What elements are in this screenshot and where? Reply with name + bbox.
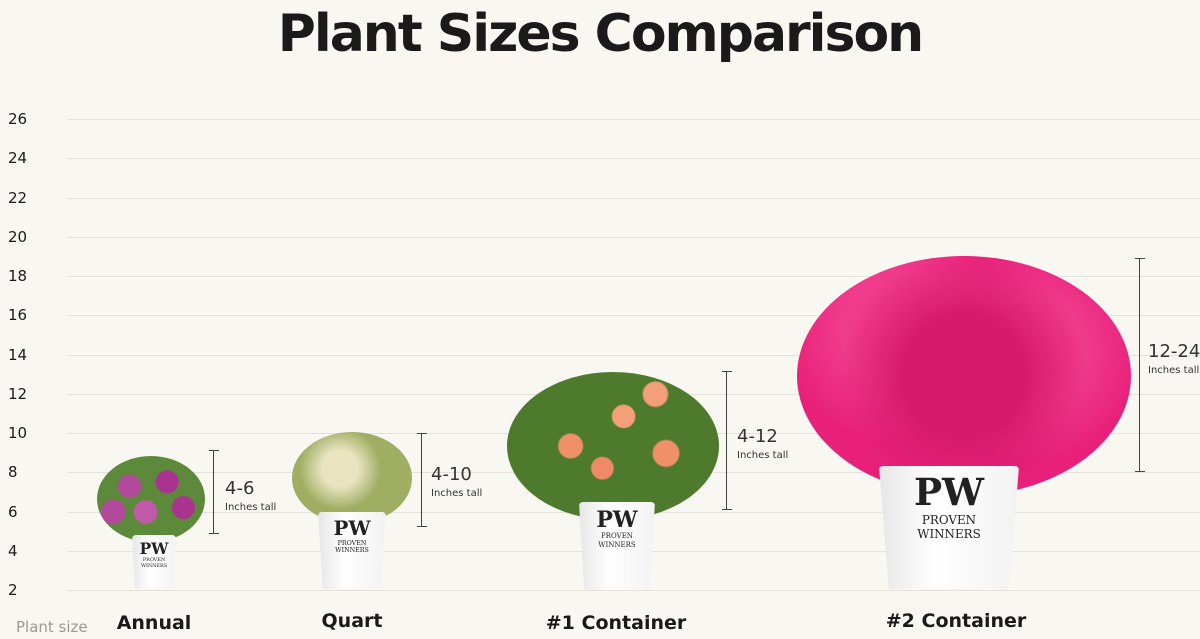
- gridline: [67, 119, 1200, 120]
- range-bracket-annual: [209, 450, 219, 534]
- category-label: #2 Container: [885, 610, 1027, 632]
- pot-brand-line: WINNERS: [917, 527, 981, 542]
- gridline: [67, 236, 1200, 238]
- container1-pot: PW PROVEN WINNERS: [579, 502, 655, 590]
- y-tick-label: 16: [8, 306, 28, 325]
- y-tick-label: 26: [8, 110, 28, 128]
- y-tick-label: 8: [8, 463, 18, 482]
- quart-foliage: [292, 432, 412, 524]
- range-unit: Inches tall: [1148, 365, 1200, 376]
- range-label: 4-6: [225, 478, 255, 499]
- y-tick-label: 20: [8, 227, 28, 246]
- quart-pot: PW PROVEN WINNERS: [318, 512, 386, 589]
- y-tick-label: 2: [8, 581, 18, 599]
- y-tick-label: 12: [8, 384, 28, 403]
- y-tick-label: 24: [8, 149, 28, 168]
- pot-brand-line: PROVEN: [337, 539, 367, 547]
- range-unit: Inches tall: [431, 488, 483, 499]
- gridline: [67, 276, 1200, 277]
- container1-foliage: [507, 372, 719, 520]
- pot-logo: PW: [333, 516, 371, 540]
- annual-foliage: [97, 456, 205, 542]
- container2-pot: PW PROVEN WINNERS: [879, 466, 1019, 589]
- range-unit: Inches tall: [225, 502, 277, 513]
- y-tick-label: 4: [8, 541, 18, 560]
- y-tick-label: 18: [8, 267, 28, 285]
- pot-brand-line: WINNERS: [335, 547, 369, 555]
- y-tick-label: 14: [8, 345, 28, 364]
- range-bracket-container2: [1135, 258, 1145, 472]
- pot-logo: PW: [913, 470, 985, 514]
- range-unit: Inches tall: [737, 450, 789, 461]
- range-bracket-quart: [417, 433, 427, 527]
- pot-logo: PW: [139, 540, 169, 558]
- container2-foliage: [797, 256, 1131, 496]
- gridline: [67, 315, 1200, 317]
- gridline: [67, 590, 1200, 591]
- pot-logo: PW: [596, 507, 638, 533]
- category-label: Quart: [321, 610, 383, 632]
- pot-brand-line: PROVEN: [142, 556, 166, 563]
- gridline: [67, 158, 1200, 160]
- annual-pot: PW PROVEN WINNERS: [132, 535, 176, 589]
- y-tick-label: 10: [8, 424, 28, 442]
- pot-brand-line: PROVEN: [921, 513, 977, 528]
- pot-brand-line: WINNERS: [598, 540, 636, 549]
- pot-brand-line: WINNERS: [140, 562, 168, 569]
- pot-brand-line: PROVEN: [601, 532, 633, 541]
- range-bracket-container1: [722, 371, 732, 510]
- range-label: 4-10: [431, 464, 472, 485]
- gridline: [67, 354, 1200, 356]
- y-tick-label: 6: [8, 502, 18, 521]
- category-label: Annual: [116, 612, 192, 634]
- y-tick-label: 22: [8, 188, 28, 207]
- gridline: [67, 197, 1200, 199]
- page-title: Plant Sizes Comparison: [277, 4, 924, 64]
- range-label: 12-24: [1148, 341, 1200, 362]
- x-axis-label: Plant size: [16, 618, 88, 636]
- category-label: #1 Container: [545, 612, 687, 634]
- range-label: 4-12: [737, 426, 778, 447]
